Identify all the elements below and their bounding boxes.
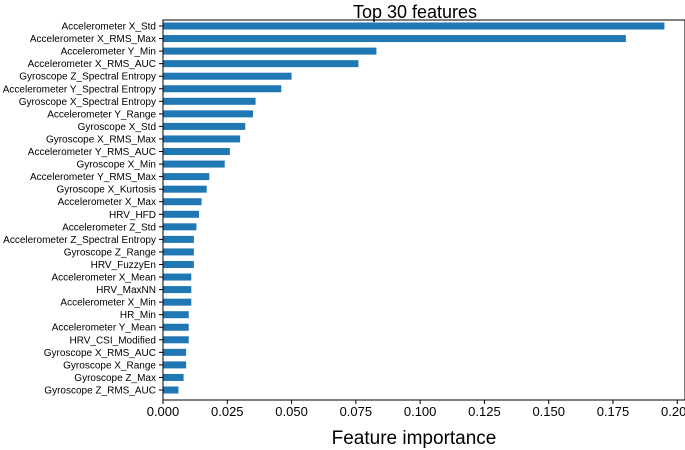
bar bbox=[163, 135, 241, 143]
bar bbox=[163, 122, 246, 130]
category-label: HRV_CSI_Modified bbox=[69, 335, 156, 346]
category-label: Accelerometer Y_Min bbox=[61, 47, 156, 58]
bar bbox=[163, 286, 192, 294]
bar bbox=[163, 235, 194, 243]
bar bbox=[163, 173, 210, 181]
bar bbox=[163, 248, 194, 256]
category-label: Accelerometer X_Std bbox=[62, 22, 157, 33]
x-tick-label: 0.025 bbox=[211, 404, 244, 419]
category-label: Gyroscope Z_Range bbox=[64, 247, 157, 258]
category-label: Gyroscope X_Range bbox=[63, 360, 156, 371]
category-label: Gyroscope X_RMS_Max bbox=[46, 134, 156, 145]
category-label: Accelerometer X_RMS_Max bbox=[30, 34, 156, 45]
bar bbox=[163, 97, 256, 105]
bar bbox=[163, 373, 184, 381]
bar bbox=[163, 47, 377, 55]
bar bbox=[163, 210, 199, 218]
x-tick-label: 0.175 bbox=[597, 404, 630, 419]
category-label: Accelerometer Y_Range bbox=[47, 109, 156, 120]
bar bbox=[163, 110, 253, 118]
x-tick-label: 0.050 bbox=[275, 404, 308, 419]
x-tick-label: 0.100 bbox=[404, 404, 437, 419]
x-axis-label: Feature importance bbox=[332, 428, 497, 449]
x-axis: 0.000 0.025 0.050 0.075 0.100 0.125 0.150 0.175… bbox=[147, 400, 685, 419]
category-label: Accelerometer Z_Std bbox=[62, 222, 156, 233]
plot-frame bbox=[162, 19, 685, 401]
category-label: HR_Min bbox=[120, 310, 156, 321]
category-label: Accelerometer Y_RMS_AUC bbox=[28, 147, 156, 158]
bar bbox=[163, 348, 187, 356]
category-label: Gyroscope X_Min bbox=[77, 160, 156, 171]
category-label: Accelerometer Z_Spectral Entropy bbox=[3, 235, 156, 246]
category-label: HRV_FuzzyEn bbox=[91, 260, 156, 271]
x-tick-label: 0.150 bbox=[532, 404, 565, 419]
bar bbox=[163, 72, 292, 80]
category-label: Accelerometer X_RMS_AUC bbox=[28, 59, 156, 70]
category-label: HRV_MaxNN bbox=[96, 285, 156, 296]
category-label: Accelerometer Y_Mean bbox=[52, 323, 156, 334]
bar bbox=[163, 298, 192, 306]
bar bbox=[163, 323, 189, 331]
category-label: Gyroscope Z_Max bbox=[74, 373, 156, 384]
category-label: Accelerometer Y_RMS_Max bbox=[30, 172, 156, 183]
x-tick-label: 0.200 bbox=[661, 404, 685, 419]
bar bbox=[163, 260, 194, 268]
bar bbox=[163, 386, 179, 394]
bar bbox=[163, 223, 197, 231]
bar bbox=[163, 60, 359, 68]
chart-title: Top 30 features bbox=[353, 2, 477, 22]
bar bbox=[163, 160, 225, 168]
bars-layer bbox=[163, 22, 665, 394]
category-label: Accelerometer X_Min bbox=[60, 298, 156, 309]
category-label: Gyroscope X_Kurtosis bbox=[57, 185, 157, 196]
category-label: Gyroscope Z_RMS_AUC bbox=[44, 386, 156, 397]
bar bbox=[163, 361, 187, 369]
x-tick-label: 0.000 bbox=[147, 404, 180, 419]
category-label: Accelerometer X_Mean bbox=[52, 273, 157, 284]
bar bbox=[163, 336, 189, 344]
category-label: Gyroscope Z_Spectral Entropy bbox=[19, 72, 156, 83]
bar bbox=[163, 198, 202, 206]
x-tick-label: 0.075 bbox=[340, 404, 373, 419]
bar bbox=[163, 85, 282, 93]
bar bbox=[163, 22, 665, 30]
category-label: Accelerometer X_Max bbox=[58, 197, 156, 208]
bar bbox=[163, 273, 192, 281]
bar bbox=[163, 35, 626, 43]
category-label: Gyroscope X_Std bbox=[78, 122, 156, 133]
bar bbox=[163, 311, 189, 319]
category-label: Accelerometer Y_Spectral Entropy bbox=[3, 84, 156, 95]
category-label: Gyroscope X_RMS_AUC bbox=[44, 348, 156, 359]
category-label: Gyroscope X_Spectral Entropy bbox=[19, 97, 156, 108]
bar bbox=[163, 185, 207, 193]
bar bbox=[163, 148, 230, 156]
category-label: HRV_HFD bbox=[109, 210, 156, 221]
x-tick-label: 0.125 bbox=[468, 404, 501, 419]
